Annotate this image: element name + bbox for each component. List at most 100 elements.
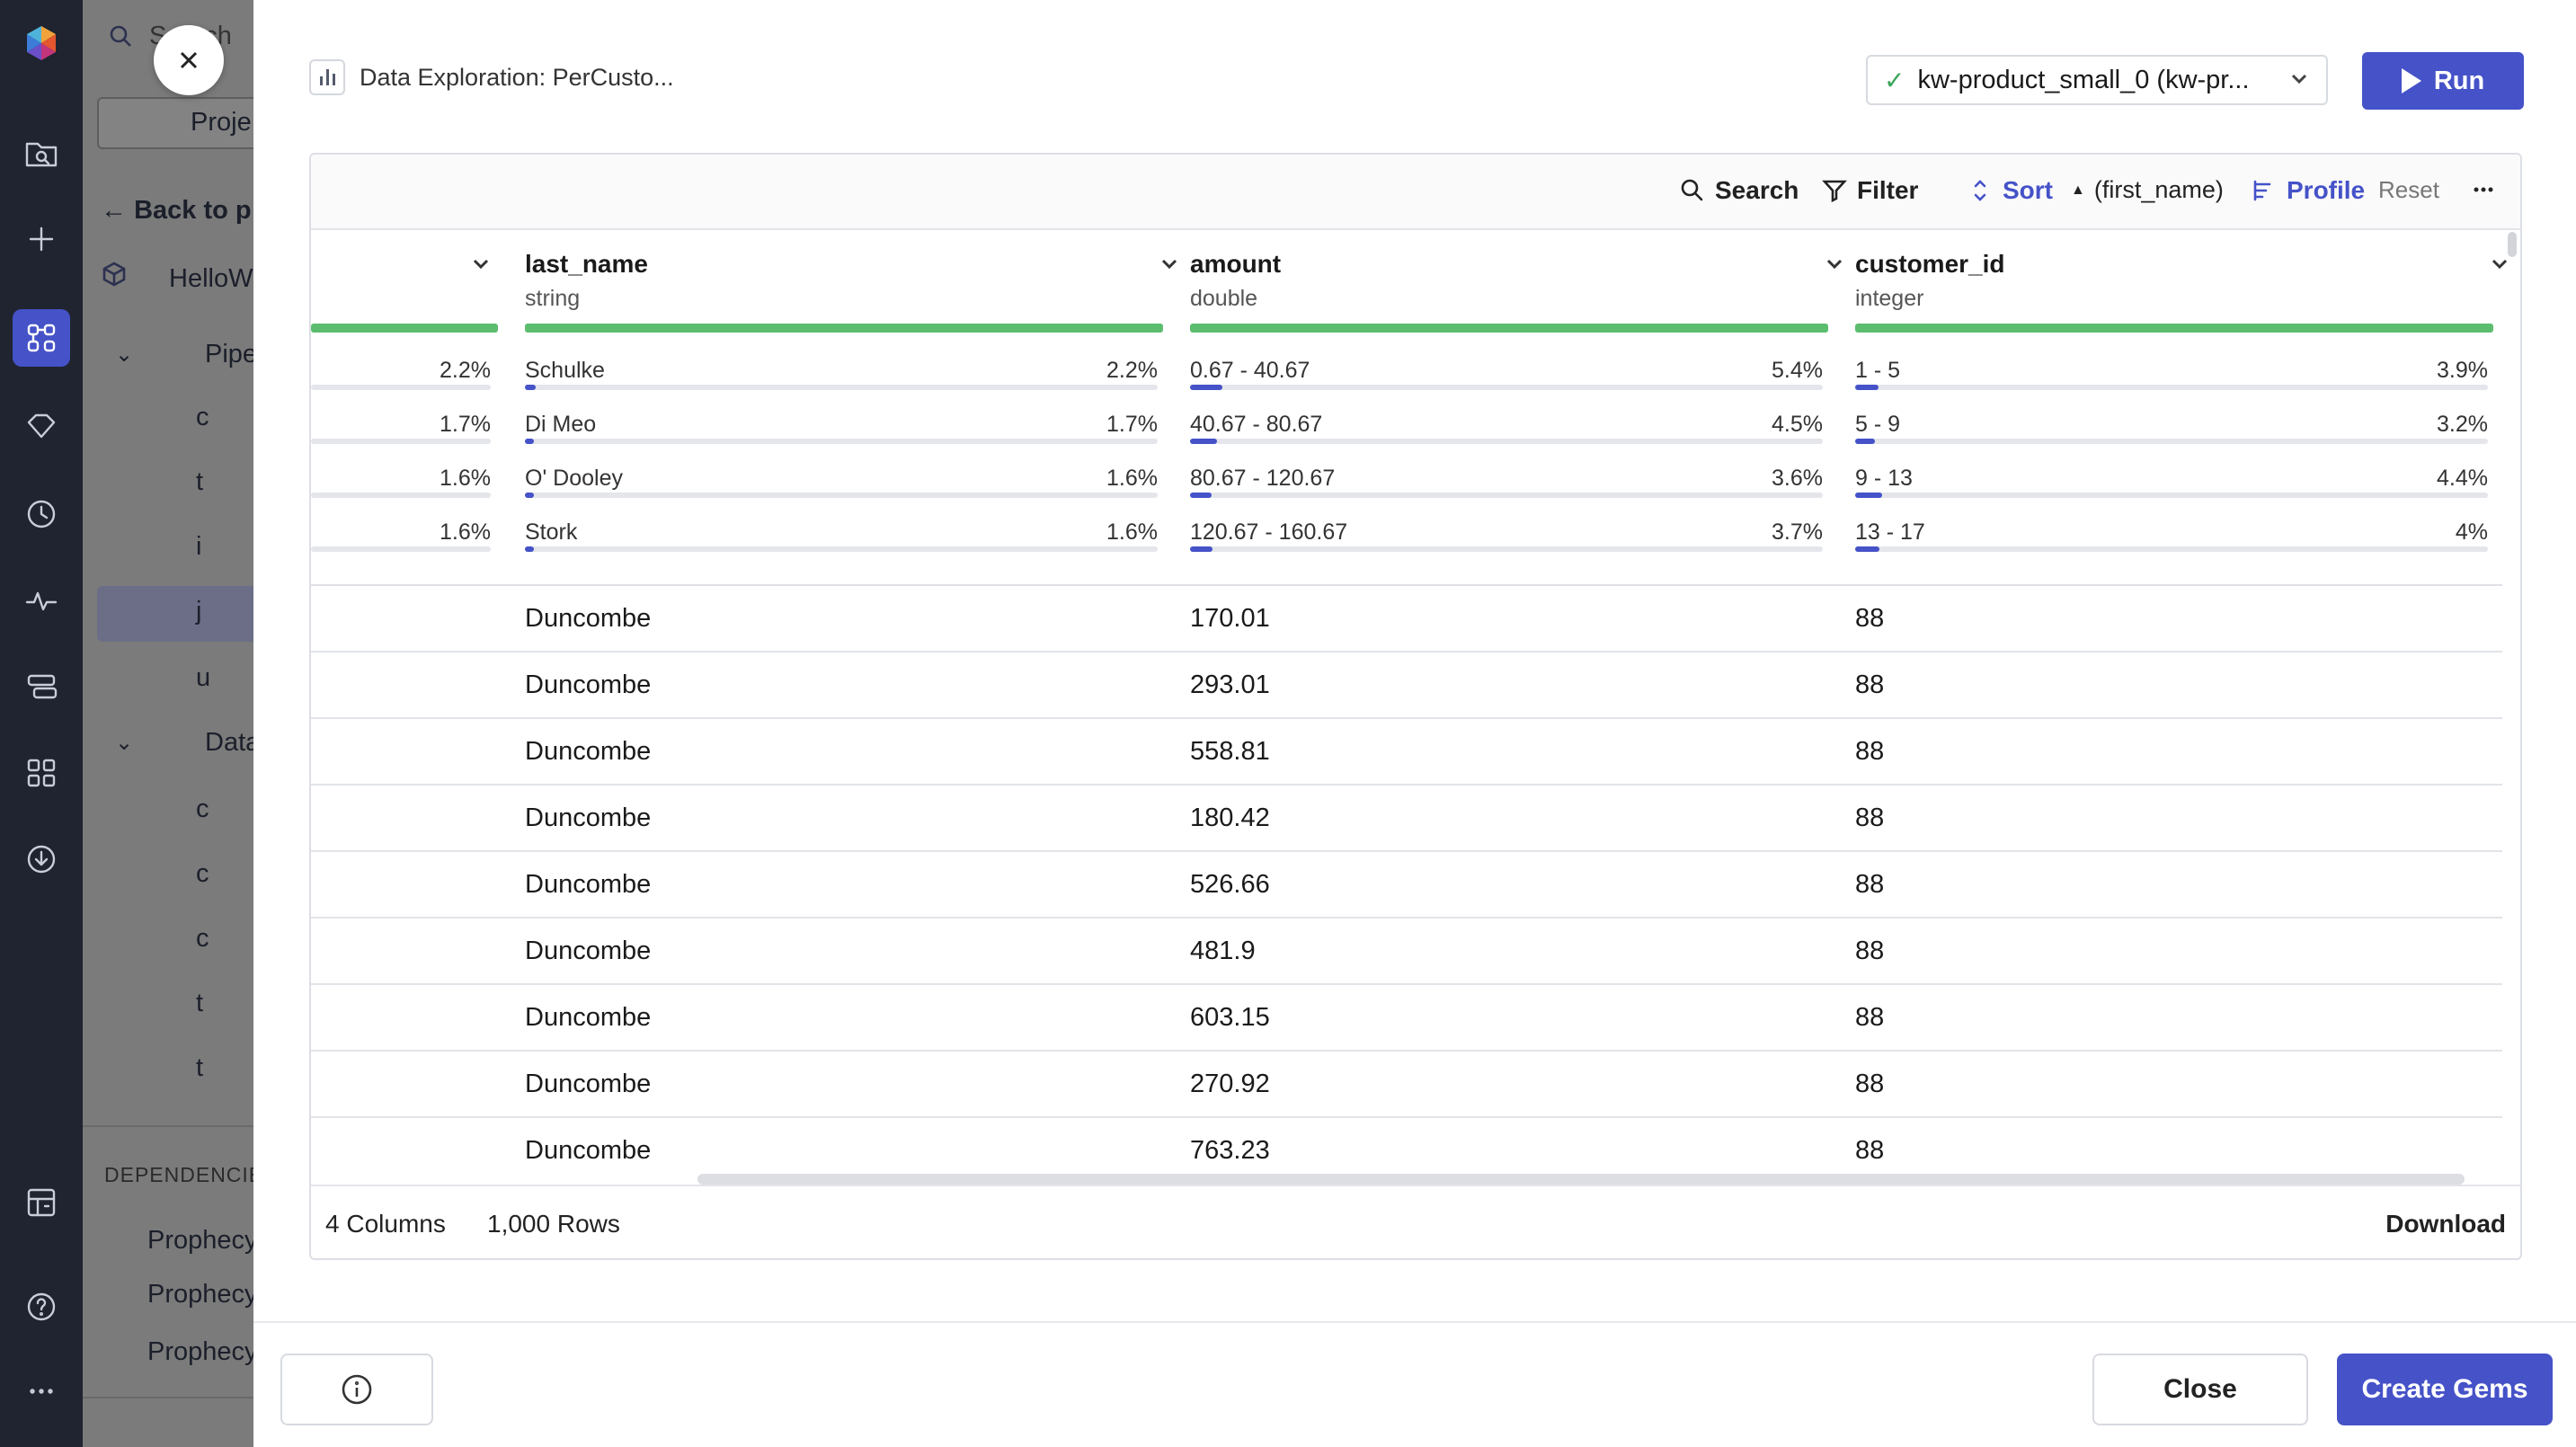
column-type: double: [1190, 286, 1258, 311]
datasets-section-label[interactable]: Data: [205, 728, 253, 757]
clock-icon[interactable]: [13, 485, 70, 543]
pipeline-item[interactable]: t: [196, 467, 204, 496]
table-cell[interactable]: 603.15: [1190, 1003, 1270, 1032]
table-cell[interactable]: 170.01: [1190, 604, 1270, 633]
vertical-scrollbar[interactable]: [2508, 232, 2517, 257]
data-table-card: Search Filter Sort ▲ (first_name) Profil…: [309, 153, 2522, 1260]
pipeline-item[interactable]: j: [196, 597, 202, 626]
table-cell[interactable]: Duncombe: [525, 1136, 652, 1165]
table-cell[interactable]: 88: [1855, 1003, 1885, 1032]
table-cell[interactable]: 88: [1855, 737, 1885, 766]
search-icon: [108, 23, 135, 50]
close-overlay-button[interactable]: [154, 25, 224, 95]
run-button[interactable]: Run: [2362, 52, 2524, 110]
panel-divider: [83, 1397, 253, 1398]
profile-button[interactable]: Profile: [2251, 176, 2365, 205]
prophecy-logo[interactable]: [13, 14, 70, 72]
stat-percent: 1.6%: [1106, 519, 1158, 545]
dataset-item[interactable]: c: [196, 795, 209, 823]
table-cell[interactable]: 88: [1855, 604, 1885, 633]
pipelines-icon[interactable]: [13, 309, 70, 367]
gem-icon[interactable]: [13, 397, 70, 455]
help-icon[interactable]: [13, 1278, 70, 1336]
table-cell[interactable]: Duncombe: [525, 1070, 652, 1098]
stat-row: 1.6%: [311, 519, 491, 555]
chevron-down-icon[interactable]: ⌄: [115, 731, 134, 755]
activity-icon[interactable]: [13, 572, 70, 629]
chevron-down-icon[interactable]: ⌄: [115, 342, 134, 367]
close-button[interactable]: Close: [2092, 1354, 2308, 1425]
table-cell[interactable]: Duncombe: [525, 803, 652, 832]
column-header-customer-id[interactable]: customer_id integer: [1855, 230, 2520, 329]
create-gems-button[interactable]: Create Gems: [2337, 1354, 2553, 1425]
chevron-down-icon[interactable]: [1823, 252, 1846, 275]
pipeline-item[interactable]: i: [196, 532, 202, 561]
pipelines-section-label[interactable]: Pipe: [205, 340, 253, 368]
stat-row: 80.67 - 120.67 3.6%: [1190, 466, 1823, 502]
more-icon[interactable]: [13, 1363, 70, 1420]
project-tab[interactable]: [97, 97, 253, 149]
plus-icon[interactable]: [13, 210, 70, 268]
back-link[interactable]: ← Back to p: [101, 196, 252, 225]
table-cell[interactable]: 88: [1855, 870, 1885, 899]
dataset-item[interactable]: c: [196, 924, 209, 953]
stat-label: 13 - 17: [1855, 519, 1925, 545]
stat-label: Stork: [525, 519, 578, 545]
stat-label: 5 - 9: [1855, 412, 1901, 437]
table-cell[interactable]: 526.66: [1190, 870, 1270, 899]
pipeline-item[interactable]: u: [196, 663, 211, 692]
column-header-last-name[interactable]: last_name string: [525, 230, 1190, 329]
table-cell[interactable]: 763.23: [1190, 1136, 1270, 1165]
table-cell[interactable]: Duncombe: [525, 737, 652, 766]
pipeline-item[interactable]: c: [196, 403, 209, 431]
table-cell[interactable]: 88: [1855, 937, 1885, 965]
dependency-item[interactable]: Prophecy: [147, 1226, 253, 1255]
column-header-first-name[interactable]: [311, 230, 500, 329]
table-cell[interactable]: 481.9: [1190, 937, 1256, 965]
table-cell[interactable]: 293.01: [1190, 670, 1270, 699]
table-cell[interactable]: Duncombe: [525, 1003, 652, 1032]
stat-row: 0.67 - 40.67 5.4%: [1190, 358, 1823, 394]
download-button[interactable]: Download: [2385, 1210, 2506, 1238]
project-name[interactable]: HelloW: [169, 264, 253, 293]
reset-button[interactable]: Reset: [2378, 176, 2439, 203]
download-icon[interactable]: [13, 830, 70, 888]
table-cell[interactable]: 88: [1855, 803, 1885, 832]
horizontal-scrollbar[interactable]: [697, 1174, 2465, 1185]
chevron-down-icon[interactable]: [1158, 252, 1181, 275]
file-browser-icon[interactable]: [13, 124, 70, 182]
chevron-down-icon[interactable]: [2488, 252, 2511, 275]
stat-percent: 3.2%: [2437, 412, 2488, 437]
dataset-item[interactable]: t: [196, 989, 204, 1017]
environment-icon[interactable]: [13, 1174, 70, 1231]
chevron-down-icon[interactable]: [469, 252, 493, 275]
table-cell[interactable]: 180.42: [1190, 803, 1270, 832]
table-cell[interactable]: Duncombe: [525, 870, 652, 899]
more-options-button[interactable]: [2470, 176, 2497, 203]
dependency-item[interactable]: Prophecy: [147, 1337, 253, 1366]
search-button[interactable]: Search: [1679, 176, 1799, 205]
dependency-item[interactable]: Prophecy: [147, 1280, 253, 1309]
apps-grid-icon[interactable]: [13, 744, 70, 802]
filter-button[interactable]: Filter: [1821, 176, 1918, 205]
table-cell[interactable]: 88: [1855, 670, 1885, 699]
column-header-amount[interactable]: amount double: [1190, 230, 1855, 329]
table-cell[interactable]: 88: [1855, 1136, 1885, 1165]
table-cell[interactable]: Duncombe: [525, 604, 652, 633]
info-button[interactable]: [280, 1354, 433, 1425]
jobs-icon[interactable]: [13, 658, 70, 715]
table-cell[interactable]: Duncombe: [525, 670, 652, 699]
column-completeness-bar: [311, 324, 498, 333]
cluster-selector[interactable]: ✓ kw-product_small_0 (kw-pr...: [1866, 55, 2328, 105]
sort-field-indicator[interactable]: ▲ (first_name): [2071, 176, 2224, 204]
table-cell[interactable]: Duncombe: [525, 937, 652, 965]
row-divider: [311, 784, 2502, 786]
table-cell[interactable]: 270.92: [1190, 1070, 1270, 1098]
table-cell[interactable]: 558.81: [1190, 737, 1270, 766]
row-divider: [311, 917, 2502, 919]
row-divider: [311, 850, 2502, 852]
dataset-item[interactable]: t: [196, 1053, 204, 1082]
sort-button[interactable]: Sort: [1967, 176, 2053, 205]
dataset-item[interactable]: c: [196, 859, 209, 888]
table-cell[interactable]: 88: [1855, 1070, 1885, 1098]
